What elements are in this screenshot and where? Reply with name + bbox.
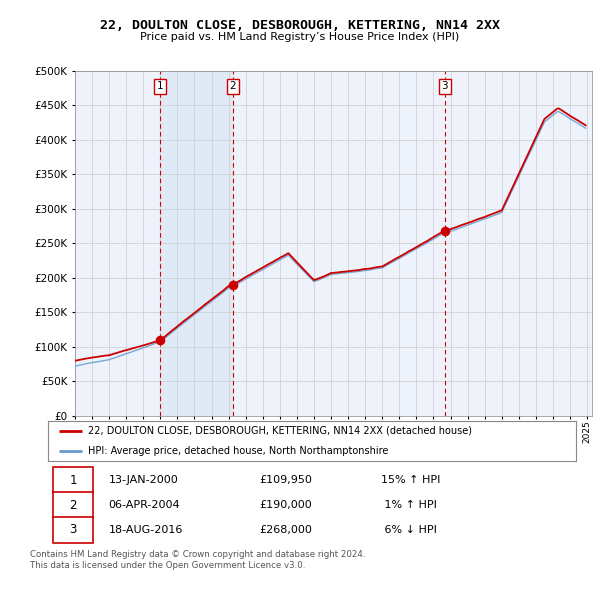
Text: 3: 3 (442, 81, 448, 91)
Text: 1: 1 (157, 81, 164, 91)
Text: Price paid vs. HM Land Registry’s House Price Index (HPI): Price paid vs. HM Land Registry’s House … (140, 32, 460, 42)
Text: 22, DOULTON CLOSE, DESBOROUGH, KETTERING, NN14 2XX (detached house): 22, DOULTON CLOSE, DESBOROUGH, KETTERING… (88, 426, 472, 436)
FancyBboxPatch shape (53, 467, 93, 493)
Text: 13-JAN-2000: 13-JAN-2000 (109, 475, 178, 485)
Point (228, 280, 238, 290)
Text: 15% ↑ HPI: 15% ↑ HPI (380, 475, 440, 485)
Text: £109,950: £109,950 (259, 475, 312, 485)
Text: 18-AUG-2016: 18-AUG-2016 (109, 525, 183, 535)
Text: 06-APR-2004: 06-APR-2004 (109, 500, 181, 510)
Text: 1: 1 (70, 474, 77, 487)
Text: 2: 2 (230, 81, 236, 91)
Text: 2: 2 (70, 499, 77, 512)
Text: 22, DOULTON CLOSE, DESBOROUGH, KETTERING, NN14 2XX: 22, DOULTON CLOSE, DESBOROUGH, KETTERING… (100, 19, 500, 32)
Text: HPI: Average price, detached house, North Northamptonshire: HPI: Average price, detached house, Nort… (88, 447, 388, 456)
Point (440, 226, 449, 235)
Text: Contains HM Land Registry data © Crown copyright and database right 2024.: Contains HM Land Registry data © Crown c… (30, 550, 365, 559)
FancyBboxPatch shape (53, 517, 93, 543)
Text: 1% ↑ HPI: 1% ↑ HPI (380, 500, 437, 510)
FancyBboxPatch shape (53, 492, 93, 518)
Bar (160, 71, 233, 416)
Text: £190,000: £190,000 (259, 500, 312, 510)
Text: 3: 3 (70, 523, 77, 536)
Text: £268,000: £268,000 (259, 525, 312, 535)
Text: 6% ↓ HPI: 6% ↓ HPI (380, 525, 437, 535)
Text: This data is licensed under the Open Government Licence v3.0.: This data is licensed under the Open Gov… (30, 560, 305, 569)
Point (155, 335, 165, 345)
